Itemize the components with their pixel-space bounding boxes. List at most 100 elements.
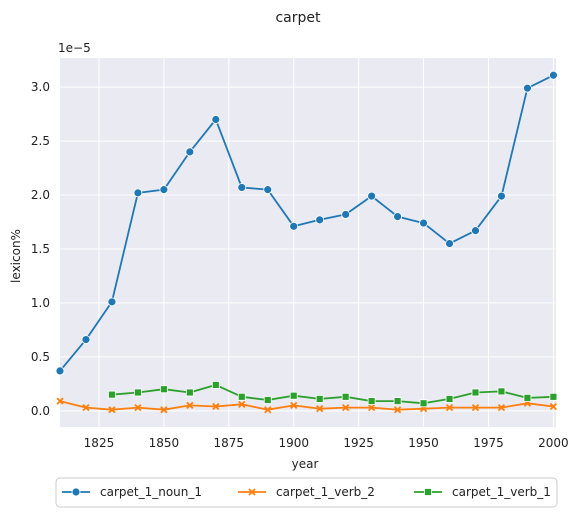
y-multiplier-label: 1e−5: [58, 41, 91, 55]
legend-marker: [424, 488, 432, 496]
data-point: [445, 239, 454, 248]
data-point-stroke: [497, 403, 506, 412]
data-point: [82, 403, 90, 412]
x-tick-label: 1900: [278, 436, 309, 450]
data-point-stroke: [342, 403, 350, 412]
data-point-stroke: [264, 406, 272, 414]
data-point-stroke: [549, 402, 558, 411]
data-point: [81, 335, 91, 345]
data-point: [497, 191, 506, 201]
data-point: [471, 388, 480, 397]
plot-area: [60, 58, 556, 427]
data-point: [497, 403, 506, 412]
data-point: [237, 183, 247, 192]
series-line: [59, 400, 554, 411]
data-point-stroke: [186, 401, 194, 410]
data-point: [523, 393, 532, 402]
data-point-stroke: [238, 400, 246, 408]
y-tick-label: 2.0: [31, 188, 50, 202]
series-line: [111, 383, 554, 405]
data-point: [238, 400, 246, 408]
data-point: [367, 397, 376, 406]
series-1: [55, 70, 558, 376]
data-point: [212, 402, 220, 411]
x-tick-label: 1825: [84, 436, 115, 450]
data-point: [290, 401, 298, 410]
x-tick-label: 1975: [473, 436, 504, 450]
data-point: [367, 191, 377, 201]
x-tick-label: 1950: [408, 436, 439, 450]
data-point: [185, 388, 194, 397]
legend-label: carpet_1_verb_1: [452, 485, 551, 499]
data-point: [56, 397, 64, 405]
data-point-stroke: [290, 401, 298, 410]
data-point: [393, 397, 402, 406]
data-point: [419, 218, 428, 228]
legend-marker: [248, 488, 256, 496]
data-point: [393, 406, 402, 414]
data-point: [108, 406, 116, 414]
y-tick-label: 3.0: [31, 80, 50, 94]
x-tick-label: 1875: [214, 436, 245, 450]
data-point: [393, 212, 402, 222]
data-point-stroke: [393, 406, 402, 414]
data-point: [549, 70, 558, 80]
y-tick-label: 1.0: [31, 296, 50, 310]
x-tick-label: 1925: [343, 436, 374, 450]
data-point: [211, 115, 221, 124]
data-point: [134, 388, 142, 397]
data-point: [185, 147, 195, 157]
data-point: [341, 210, 351, 219]
data-point: [316, 405, 324, 413]
legend-label: carpet_1_noun_1: [100, 485, 202, 499]
data-point: [289, 391, 298, 400]
data-point: [471, 403, 480, 412]
data-point-stroke: [160, 406, 168, 414]
series-3: [108, 381, 558, 408]
data-point: [367, 403, 376, 412]
data-point: [471, 226, 480, 236]
series-2: [56, 397, 558, 414]
data-point-stroke: [56, 397, 64, 405]
data-point: [263, 185, 273, 195]
data-point: [419, 399, 428, 408]
x-tick-label: 2000: [538, 436, 569, 450]
data-point: [108, 390, 116, 399]
chart-title: carpet: [275, 10, 321, 26]
data-point: [315, 395, 324, 403]
data-point-stroke: [108, 406, 116, 414]
data-point: [289, 221, 299, 231]
data-point: [445, 403, 454, 412]
y-tick-label: 2.5: [31, 134, 50, 148]
data-point: [523, 83, 532, 93]
x-axis-label: year: [292, 457, 319, 471]
legend: carpet_1_noun_1 carpet_1_verb_2 carpet_1_v…: [55, 477, 558, 508]
data-point: [159, 185, 169, 195]
data-point: [445, 395, 454, 403]
data-point: [211, 381, 220, 389]
data-point: [549, 392, 558, 401]
x-tick-label: 1850: [149, 436, 180, 450]
y-tick-label: 1.5: [31, 242, 50, 256]
data-point: [159, 385, 168, 394]
y-axis-label: lexicon%: [9, 229, 23, 283]
data-point-stroke: [471, 403, 480, 412]
data-point: [160, 406, 168, 414]
legend-frame: [55, 477, 558, 508]
data-point-stroke: [367, 403, 376, 412]
data-point: [237, 392, 246, 401]
data-point: [134, 403, 142, 412]
data-point-stroke: [134, 403, 142, 412]
data-point: [342, 403, 350, 412]
data-point: [264, 406, 272, 414]
data-point: [497, 387, 506, 396]
legend-label: carpet_1_verb_2: [276, 485, 375, 499]
data-point-stroke: [316, 405, 324, 413]
data-point: [107, 297, 117, 307]
data-point: [315, 215, 325, 225]
data-point-stroke: [82, 403, 90, 412]
data-point-stroke: [445, 403, 454, 412]
legend-marker-stroke: [248, 488, 256, 496]
y-tick-label: 0.0: [31, 404, 50, 418]
